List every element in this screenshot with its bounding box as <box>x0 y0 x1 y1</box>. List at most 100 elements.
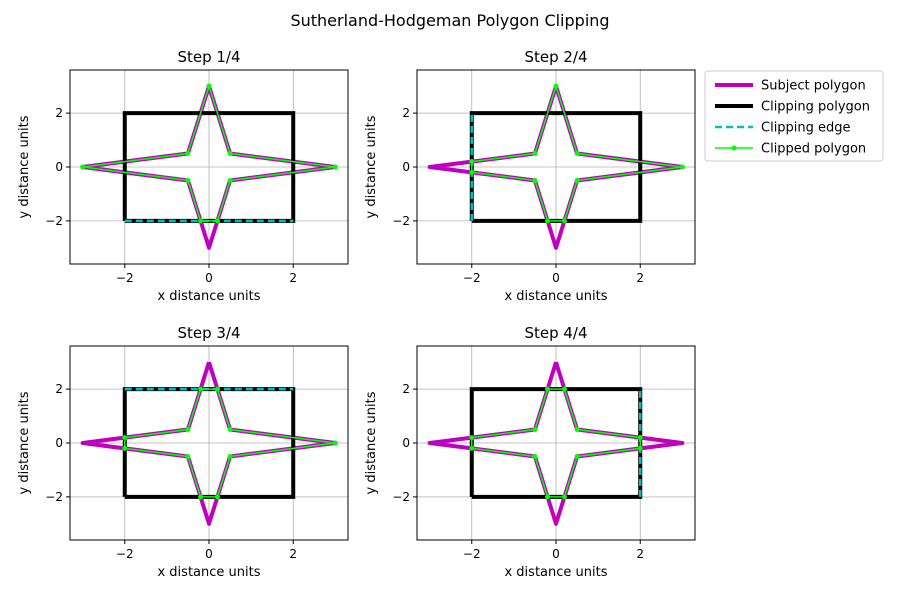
figure-title: Sutherland-Hodgeman Polygon Clipping <box>290 11 609 30</box>
clipped-polygon-point <box>469 169 475 175</box>
clipped-polygon-point <box>214 386 220 392</box>
y-tick-label: −2 <box>392 490 410 504</box>
subplot-step-1: −2 0 2 −2 0 2 Step 1/4 x distance units y distan… <box>17 48 349 304</box>
clipped-polygon-point <box>545 494 551 500</box>
clipped-polygon-point <box>198 494 204 500</box>
clipped-polygon-point <box>561 386 567 392</box>
subplot-title: Step 2/4 <box>524 48 587 66</box>
y-axis-label: y distance units <box>17 391 32 494</box>
legend-item-edge: Clipping edge <box>715 121 851 136</box>
clipped-polygon-point <box>553 83 559 89</box>
clipped-polygon-point <box>532 453 538 459</box>
clipped-polygon-point <box>637 435 643 441</box>
clipped-polygon-point <box>532 177 538 183</box>
clipped-polygon-point <box>469 435 475 441</box>
clipped-polygon-point <box>532 151 538 157</box>
legend-item-clipped: Clipped polygon <box>715 142 866 157</box>
clipped-polygon-point <box>206 83 212 89</box>
y-axis-label: y distance units <box>364 115 379 218</box>
clipped-polygon-point <box>214 494 220 500</box>
clipped-polygon-point <box>227 453 233 459</box>
plot-area <box>427 83 685 250</box>
subplot-step-4: −2 0 2 −2 0 2 Step 4/4 x distance units y distan… <box>364 324 696 580</box>
y-axis-label: y distance units <box>364 391 379 494</box>
clipped-polygon-point <box>561 494 567 500</box>
clipped-polygon-point <box>122 445 128 451</box>
clipped-polygon-point <box>185 177 191 183</box>
subplot-title: Step 3/4 <box>177 324 240 342</box>
axes-layer: −2 0 2 −2 0 2 Step 1/4 x distance units y distan… <box>17 48 696 580</box>
legend-item-subject: Subject polygon <box>715 79 866 94</box>
clipped-polygon-point <box>185 151 191 157</box>
x-tick-label: 2 <box>636 271 644 285</box>
clipped-polygon <box>82 85 336 222</box>
x-tick-label: 2 <box>636 547 644 561</box>
x-tick-label: −2 <box>463 271 481 285</box>
clipped-polygon-point <box>332 164 338 170</box>
x-tick-label: 2 <box>289 271 297 285</box>
y-tick-label: 2 <box>55 382 63 396</box>
clipped-polygon-point <box>214 218 220 224</box>
x-tick-label: 2 <box>289 547 297 561</box>
clipped-polygon-point <box>545 218 551 224</box>
x-tick-label: −2 <box>116 271 134 285</box>
clipped-polygon-point <box>574 177 580 183</box>
clipped-polygon-point <box>679 164 685 170</box>
clipped-polygon-point <box>80 164 86 170</box>
clipped-polygon-point <box>227 151 233 157</box>
clipped-polygon-point <box>561 218 567 224</box>
clipped-polygon-point <box>198 386 204 392</box>
clipping-polygon <box>122 387 296 499</box>
subplot-title: Step 1/4 <box>177 48 240 66</box>
plot-area <box>427 361 685 526</box>
clipped-polygon-point <box>469 445 475 451</box>
y-tick-label: 2 <box>402 106 410 120</box>
x-tick-label: −2 <box>116 547 134 561</box>
legend-item-clipping: Clipping polygon <box>715 100 870 115</box>
clipped-polygon-point <box>227 427 233 433</box>
legend-label-clipped: Clipped polygon <box>761 142 866 157</box>
legend-label-edge: Clipping edge <box>761 121 851 136</box>
y-tick-label: 2 <box>55 106 63 120</box>
clipped-polygon-point <box>574 427 580 433</box>
y-tick-label: 2 <box>402 382 410 396</box>
y-tick-label: −2 <box>45 490 63 504</box>
clipped-polygon-point <box>574 453 580 459</box>
y-tick-label: 0 <box>402 160 410 174</box>
subplot-title: Step 4/4 <box>524 324 587 342</box>
legend-marker-clipped <box>731 145 737 151</box>
legend: Subject polygon Clipping polygon Clipping … <box>704 70 884 162</box>
clipped-polygon-point <box>574 151 580 157</box>
clipped-polygon-point <box>332 440 338 446</box>
clipped-polygon-point <box>469 159 475 165</box>
clipped-polygon-point <box>637 445 643 451</box>
y-tick-label: −2 <box>392 214 410 228</box>
plot-area <box>80 83 338 250</box>
x-axis-label: x distance units <box>504 289 607 304</box>
x-tick-label: 0 <box>552 547 560 561</box>
legend-label-subject: Subject polygon <box>761 79 866 94</box>
clipped-polygon-point <box>227 177 233 183</box>
legend-label-clipping: Clipping polygon <box>761 100 870 115</box>
subplot-step-3: −2 0 2 −2 0 2 Step 3/4 x distance units y distan… <box>17 324 349 580</box>
x-tick-label: 0 <box>552 271 560 285</box>
clipping-polygon <box>469 387 643 499</box>
y-axis-label: y distance units <box>17 115 32 218</box>
x-axis-label: x distance units <box>157 565 260 580</box>
clipped-polygon-point <box>532 427 538 433</box>
plot-area <box>80 361 338 526</box>
y-tick-label: 0 <box>55 160 63 174</box>
clipped-polygon-point <box>185 427 191 433</box>
x-axis-label: x distance units <box>157 289 260 304</box>
clipped-polygon-point <box>545 386 551 392</box>
x-tick-label: 0 <box>205 547 213 561</box>
y-tick-label: 0 <box>55 436 63 450</box>
clipped-polygon-point <box>185 453 191 459</box>
x-tick-label: −2 <box>463 547 481 561</box>
y-tick-label: 0 <box>402 436 410 450</box>
y-tick-label: −2 <box>45 214 63 228</box>
clipped-polygon-point <box>122 435 128 441</box>
subplot-step-2: −2 0 2 −2 0 2 Step 2/4 x distance units y distan… <box>364 48 696 304</box>
x-tick-label: 0 <box>205 271 213 285</box>
